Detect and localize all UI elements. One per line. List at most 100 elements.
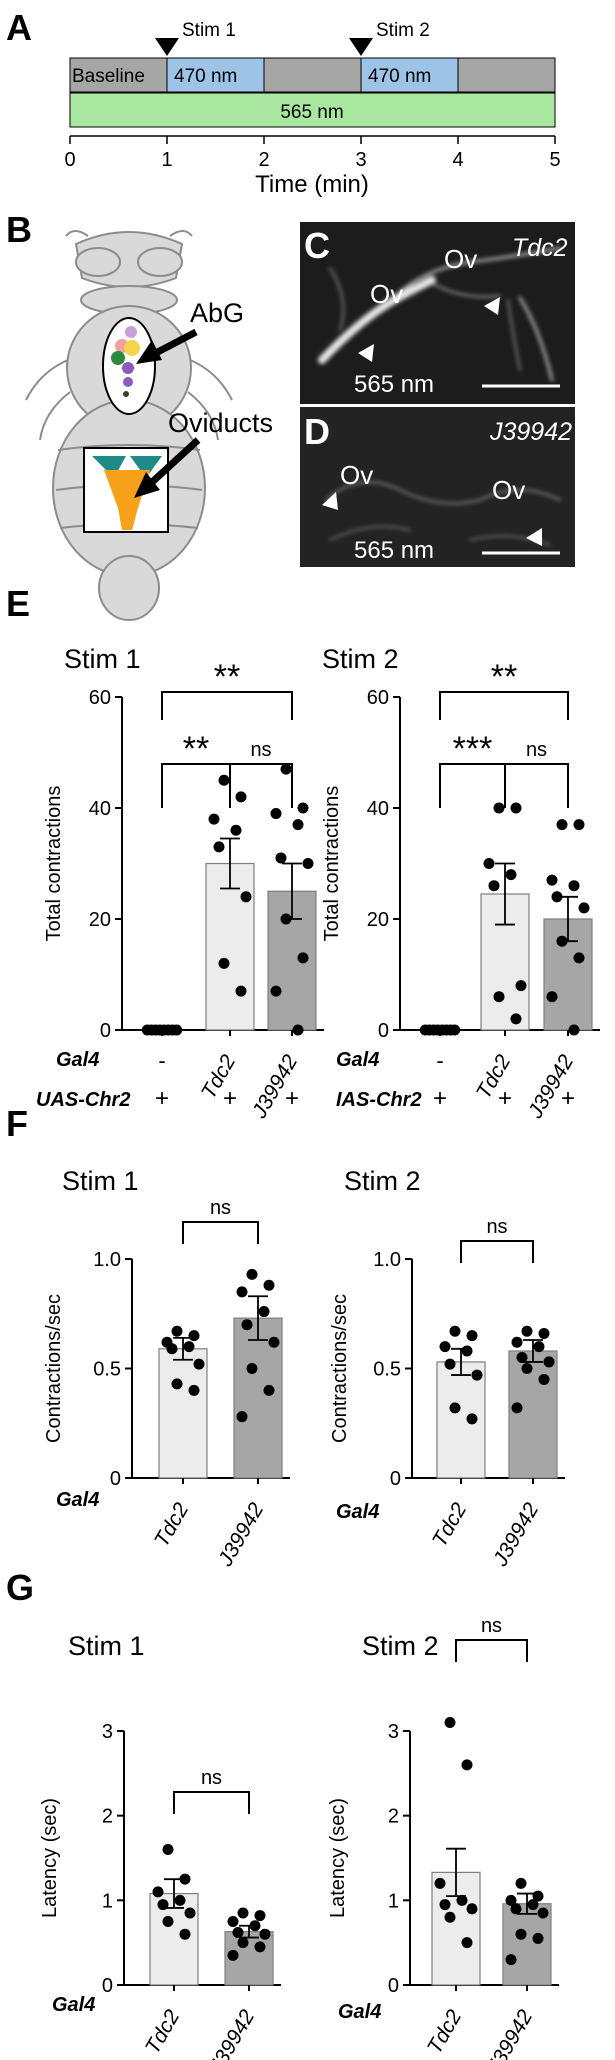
data-point (208, 813, 220, 825)
data-point (546, 874, 558, 886)
data-point (230, 824, 242, 836)
chart-title: Stim 2 (322, 644, 399, 674)
data-point (240, 891, 252, 903)
time-tick-label: 0 (64, 149, 75, 171)
data-point (521, 1325, 533, 1337)
category-label: - (158, 1048, 165, 1073)
gal4-row-label: Gal4 (56, 1489, 99, 1511)
significance-bracket (439, 763, 506, 808)
data-point (280, 763, 292, 775)
chart-g-stim1: Stim 1 Latency (sec) 0 1 2 3 Tdc2 J39942 Gal4 ns (39, 1631, 281, 2060)
time-axis-label: Time (min) (255, 171, 369, 198)
y-tick-label: 0 (102, 1975, 113, 1997)
significance-label: ns (210, 1197, 231, 1219)
y-tick-label: 1 (102, 1890, 113, 1912)
gal4-row-label: Gal4 (52, 1994, 95, 2016)
data-point (439, 1341, 451, 1353)
data-point (533, 1341, 545, 1353)
y-tick-label: 0 (390, 1468, 401, 1490)
y-tick-label: 1 (388, 1890, 399, 1912)
data-point (270, 808, 282, 820)
uas-value: + (498, 1085, 512, 1112)
tail-block (457, 57, 556, 93)
time-tick-label: 4 (452, 149, 463, 171)
data-point (249, 1920, 261, 1932)
ganglion-dot-icon (124, 340, 140, 356)
micrograph-c-wavelength: 565 nm (354, 371, 434, 398)
data-point (280, 913, 292, 925)
data-point (515, 1877, 527, 1889)
y-tick-label: 40 (89, 798, 111, 820)
oviduct-icon (104, 470, 150, 530)
stim2-arrow-icon (349, 38, 373, 56)
category-label: J39942 (482, 2006, 537, 2060)
data-point (188, 1384, 200, 1396)
data-point (152, 1886, 164, 1898)
significance-bracket (161, 691, 293, 720)
panel-a: A Baseline 470 nm 470 nm 565 nm Stim 1 S… (6, 7, 561, 198)
stim1-blue-block (166, 57, 265, 93)
data-point (179, 1873, 191, 1885)
significance-label: ns (526, 739, 547, 761)
gal4-row-label: Gal4 (336, 1049, 379, 1071)
time-ticks: 0 1 2 3 4 5 (64, 136, 561, 171)
data-point (270, 985, 282, 997)
data-point (538, 1373, 550, 1385)
chart-g-stim2: Stim 2 Latency (sec) 0 1 2 3 Tdc2 J39942 Gal4 ns (327, 1615, 559, 2060)
data-point (466, 1413, 478, 1425)
y-axis-label: Contractions/sec (329, 1294, 351, 1443)
category-label: Tdc2 (150, 1499, 193, 1551)
panel-letter-f: F (6, 1103, 28, 1144)
data-point (179, 1928, 191, 1940)
data-point (246, 1363, 258, 1374)
data-point (259, 1928, 271, 1940)
significance-label: ** (214, 658, 240, 696)
chart-title: Stim 1 (64, 644, 141, 674)
panel-letter-a: A (6, 7, 32, 48)
arrowhead-icon (484, 297, 500, 315)
data-point (461, 1345, 473, 1357)
data-point (292, 1024, 304, 1036)
significance-bracket (161, 763, 231, 808)
panel-letter-e: E (6, 583, 30, 624)
data-point (505, 1894, 517, 1906)
data-point (218, 957, 230, 969)
data-point (237, 1907, 249, 1919)
data-point (444, 1358, 456, 1370)
data-point (466, 1330, 478, 1342)
significance-bracket (439, 691, 569, 720)
data-point (493, 802, 505, 814)
data-point (532, 1890, 544, 1902)
micrograph-c-genotype: Tdc2 (512, 234, 568, 262)
data-point (188, 1330, 200, 1342)
data-point (183, 1341, 195, 1353)
data-point (521, 1363, 533, 1374)
data-point (516, 1352, 528, 1364)
data-point (573, 952, 585, 964)
category-label: Tdc2 (428, 1499, 471, 1551)
data-point (505, 869, 517, 881)
data-point (511, 1336, 523, 1348)
data-point (449, 1402, 461, 1414)
data-point (461, 1937, 473, 1949)
time-tick-label: 1 (161, 149, 172, 171)
data-point (556, 935, 568, 947)
category-label: J39942 (213, 1499, 268, 1571)
time-tick-label: 5 (549, 149, 560, 171)
data-point (449, 1325, 461, 1337)
micrograph-d: D J39942 Ov Ov 565 nm (300, 407, 575, 567)
y-tick-label: 20 (367, 909, 389, 931)
data-point (456, 1894, 468, 1906)
micrograph-c-ov1: Ov (370, 279, 403, 309)
data-point (241, 1319, 253, 1331)
y-tick-label: 0 (378, 1020, 389, 1042)
data-point (268, 1336, 280, 1348)
data-point (162, 1916, 174, 1927)
ganglion-dot-icon (125, 326, 137, 338)
data-point (511, 1402, 523, 1414)
data-point (444, 1911, 456, 1923)
significance-label: ** (183, 730, 209, 768)
data-point (466, 1903, 478, 1915)
data-point (263, 1279, 275, 1291)
